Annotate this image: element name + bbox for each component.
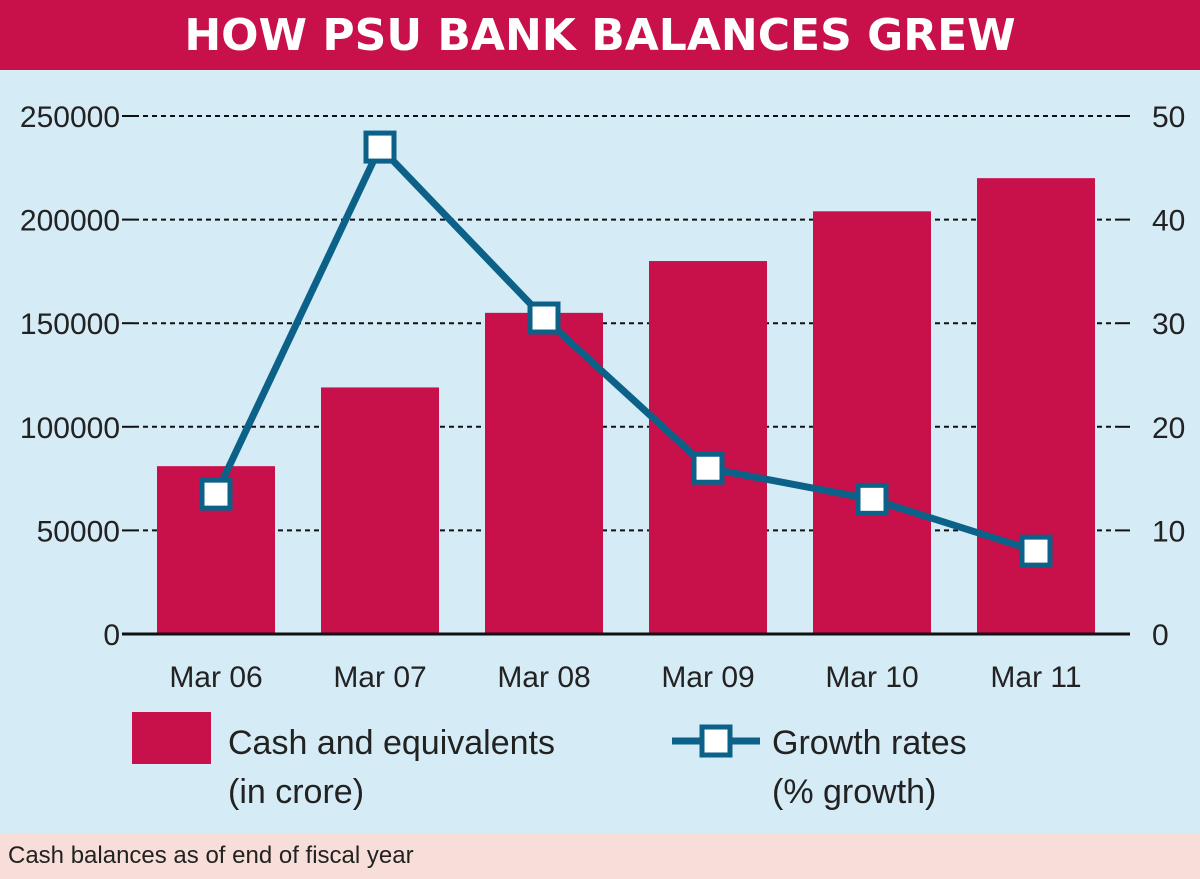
- left-axis-tick-label: 50000: [37, 515, 120, 548]
- x-axis-tick-label: Mar 08: [497, 661, 590, 694]
- right-axis-tick-label: 30: [1152, 308, 1185, 341]
- bar-series: [157, 178, 1095, 634]
- footnote: Cash balances as of end of fiscal year: [8, 842, 414, 869]
- bar-mar-10: [813, 211, 931, 634]
- growth-point-mar-08: [527, 301, 561, 335]
- x-axis-tick-label: Mar 11: [990, 661, 1081, 694]
- left-axis-tick-label: 0: [103, 619, 120, 652]
- growth-point-mar-10: [855, 482, 889, 516]
- gridlines: [134, 115, 1118, 532]
- legend: Cash and equivalents (in crore) Growth r…: [132, 712, 967, 811]
- left-axis-tick-label: 200000: [20, 205, 120, 238]
- legend-line-label-2: (% growth): [772, 773, 936, 811]
- left-axis-tick-label: 150000: [20, 308, 120, 341]
- legend-bar-label-2: (in crore): [228, 773, 364, 811]
- legend-bar-swatch: [132, 712, 211, 764]
- growth-point-mar-09: [691, 451, 725, 485]
- x-axis-tick-label: Mar 09: [661, 661, 754, 694]
- title-banner: HOW PSU BANK BALANCES GREW: [0, 0, 1200, 70]
- chart-canvas: 0 50000 100000 150000 200000 250000 0 10 20 30 40 5…: [20, 101, 1185, 811]
- legend-bar-label-1: Cash and equivalents: [228, 724, 555, 762]
- legend-line-label-1: Growth rates: [772, 724, 967, 762]
- footer: Cash balances as of end of fiscal year: [0, 833, 1200, 879]
- right-axis-tick-label: 0: [1152, 619, 1169, 652]
- x-axis-tick-label: Mar 10: [825, 661, 918, 694]
- line-series: [199, 130, 1053, 568]
- growth-point-mar-07: [363, 130, 397, 164]
- right-axis-tick-label: 10: [1152, 515, 1185, 548]
- growth-point-mar-11: [1019, 534, 1053, 568]
- right-axis-tick-label: 40: [1152, 205, 1185, 238]
- x-axis-tick-label: Mar 07: [333, 661, 426, 694]
- left-axis-tick-label: 250000: [20, 101, 120, 134]
- left-axis-tick-label: 100000: [20, 412, 120, 445]
- tick-labels: 0 50000 100000 150000 200000 250000 0 10 20 30 40 5…: [20, 101, 1185, 694]
- growth-point-mar-06: [199, 477, 233, 511]
- bar-mar-07: [321, 387, 439, 634]
- legend-line-marker: [699, 724, 733, 758]
- right-axis-tick-label: 20: [1152, 412, 1185, 445]
- x-axis-tick-label: Mar 06: [169, 661, 262, 694]
- bar-mar-09: [649, 261, 767, 634]
- right-axis-tick-label: 50: [1152, 101, 1185, 134]
- chart-title: HOW PSU BANK BALANCES GREW: [184, 9, 1016, 61]
- growth-line: [212, 140, 1038, 555]
- bar-mar-08: [485, 312, 603, 634]
- axes: [122, 115, 1130, 636]
